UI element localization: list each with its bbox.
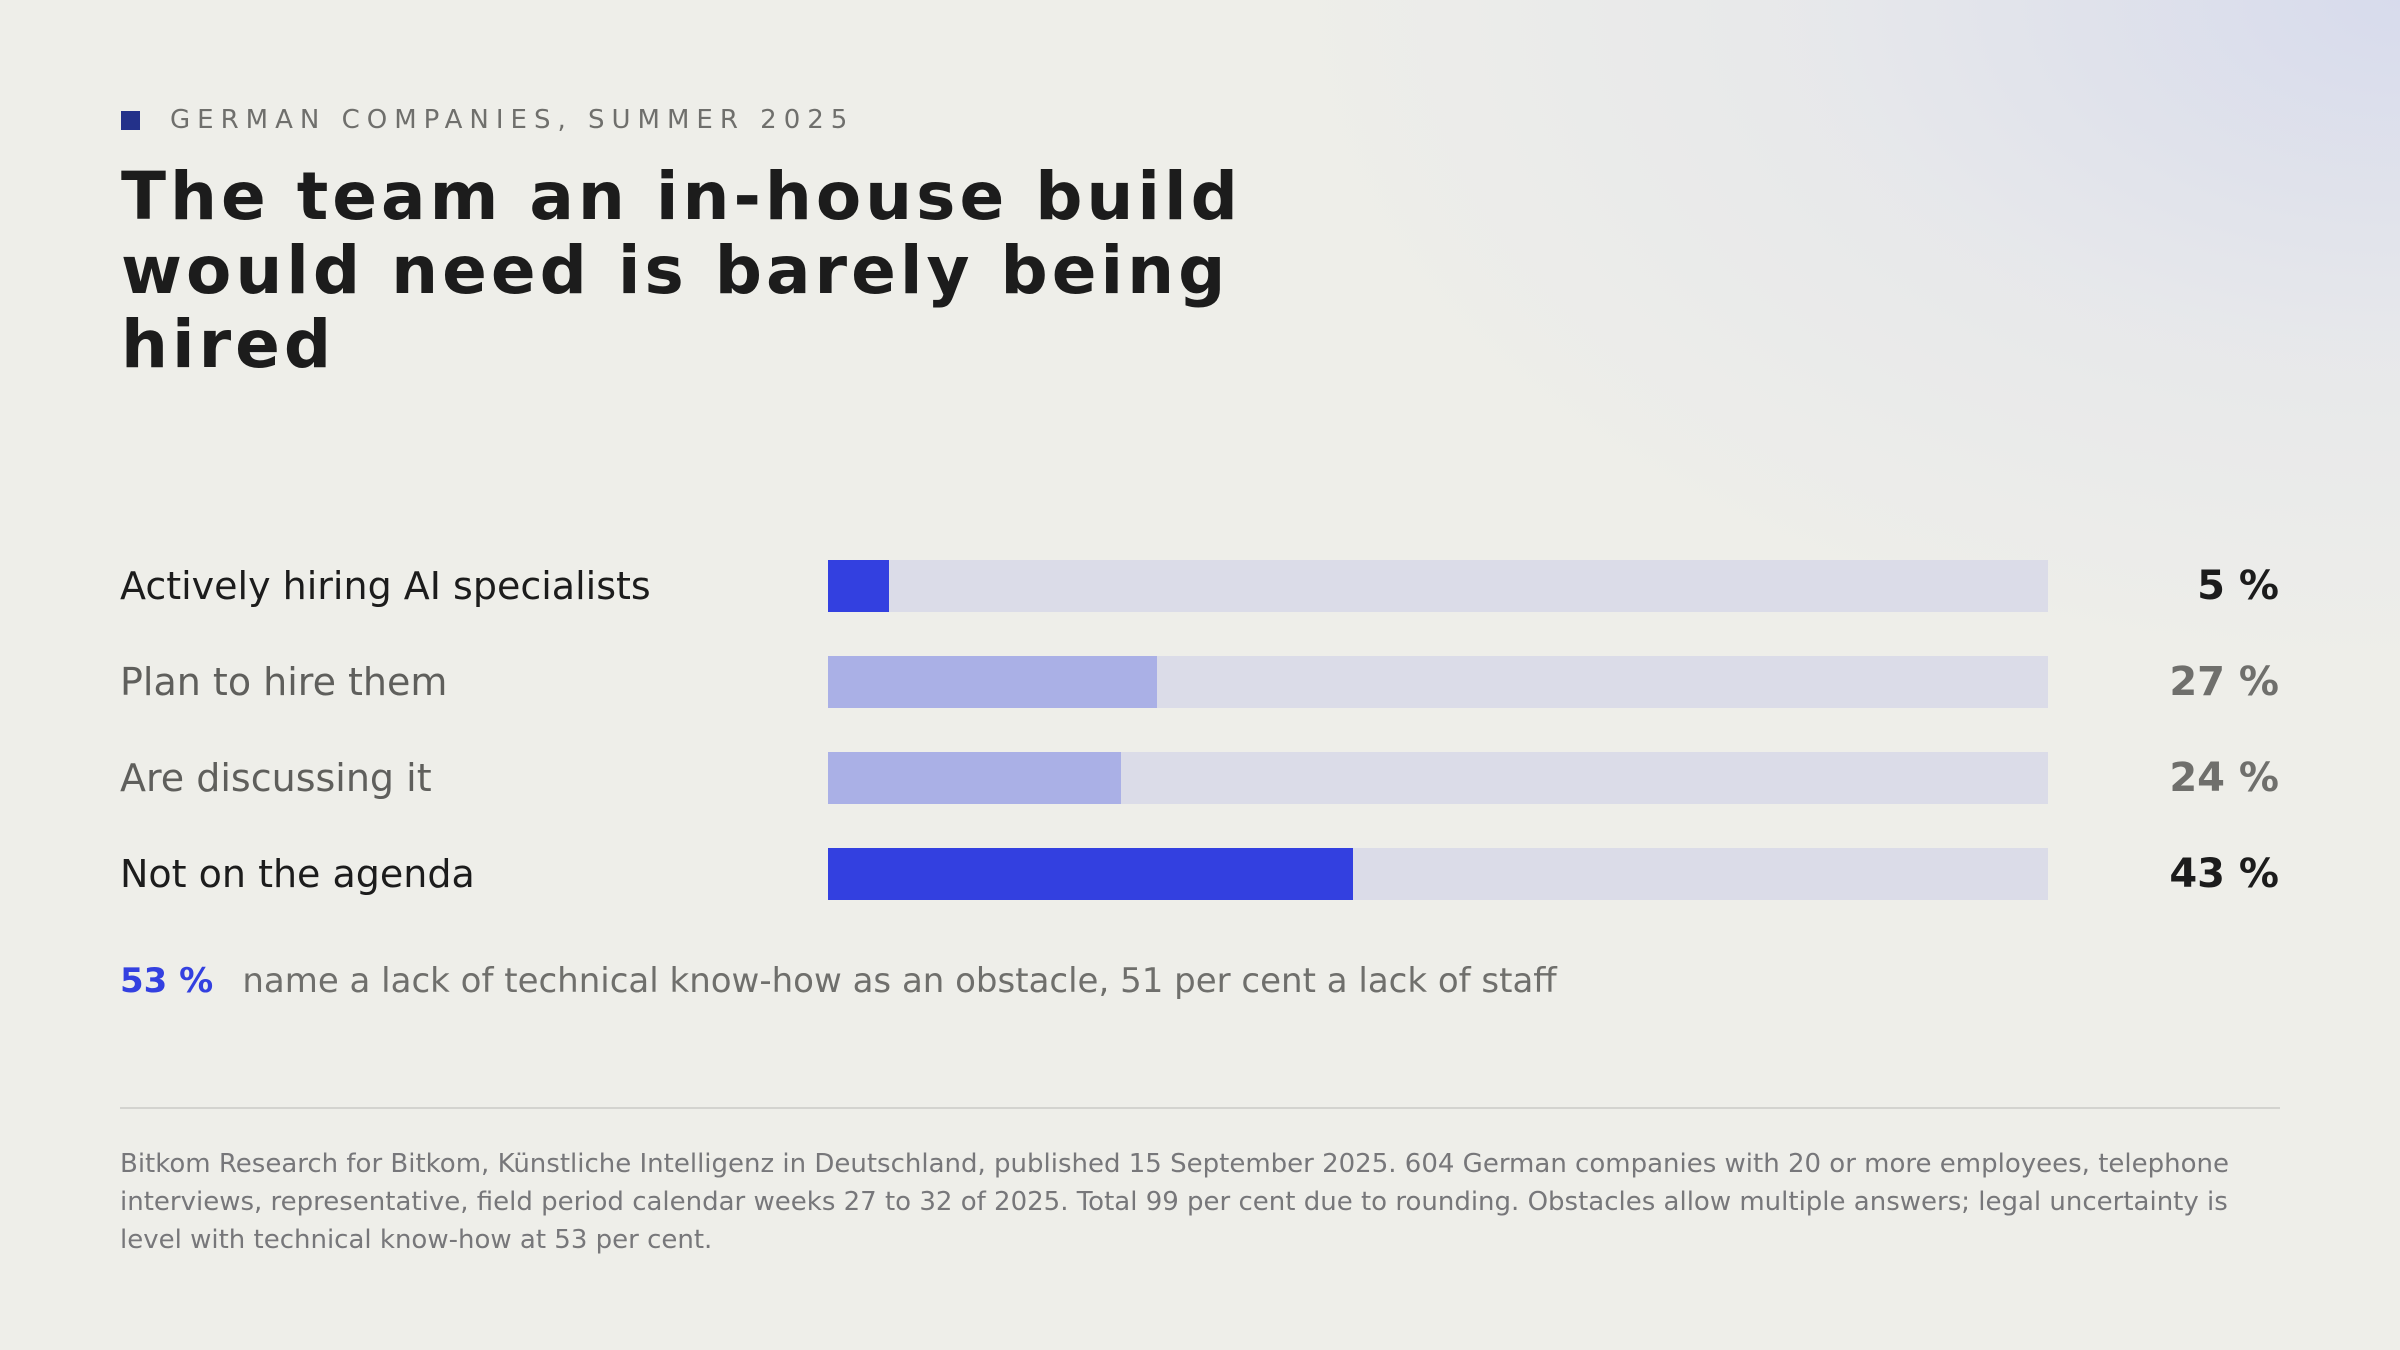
chart-row: Actively hiring AI specialists 5 % [0, 560, 2400, 612]
callout-text: name a lack of technical know-how as an … [242, 961, 1557, 1001]
category-label: Actively hiring AI specialists [120, 564, 651, 608]
value-label: 5 % [2197, 563, 2279, 609]
chart-row: Plan to hire them 27 % [0, 656, 2400, 708]
bar-track [828, 656, 2048, 708]
category-label: Are discussing it [120, 756, 432, 800]
bar-track [828, 560, 2048, 612]
bar [828, 752, 1121, 804]
value-label: 24 % [2169, 755, 2279, 801]
callout-figure: 53 % [120, 961, 214, 1001]
bar [828, 848, 1353, 900]
category-label: Not on the agenda [120, 852, 475, 896]
divider [120, 1107, 2280, 1109]
chart-title: The team an in-house build would need is… [121, 158, 1242, 383]
chart-row: Not on the agenda 43 % [0, 848, 2400, 900]
bar-track [828, 752, 2048, 804]
category-label: Plan to hire them [120, 660, 448, 704]
eyebrow-square-marker [121, 110, 140, 130]
value-label: 43 % [2169, 851, 2279, 897]
source-note: Bitkom Research for Bitkom, Künstliche I… [120, 1149, 2229, 1255]
callout: 53 % name a lack of technical know-how a… [120, 955, 1557, 1007]
eyebrow: GERMAN COMPANIES, SUMMER 2025 [121, 104, 854, 136]
eyebrow-text: GERMAN COMPANIES, SUMMER 2025 [170, 105, 855, 135]
value-label: 27 % [2169, 659, 2279, 705]
bar-track [828, 848, 2048, 900]
bar [828, 656, 1157, 708]
chart-row: Are discussing it 24 % [0, 752, 2400, 804]
bar [828, 560, 889, 612]
